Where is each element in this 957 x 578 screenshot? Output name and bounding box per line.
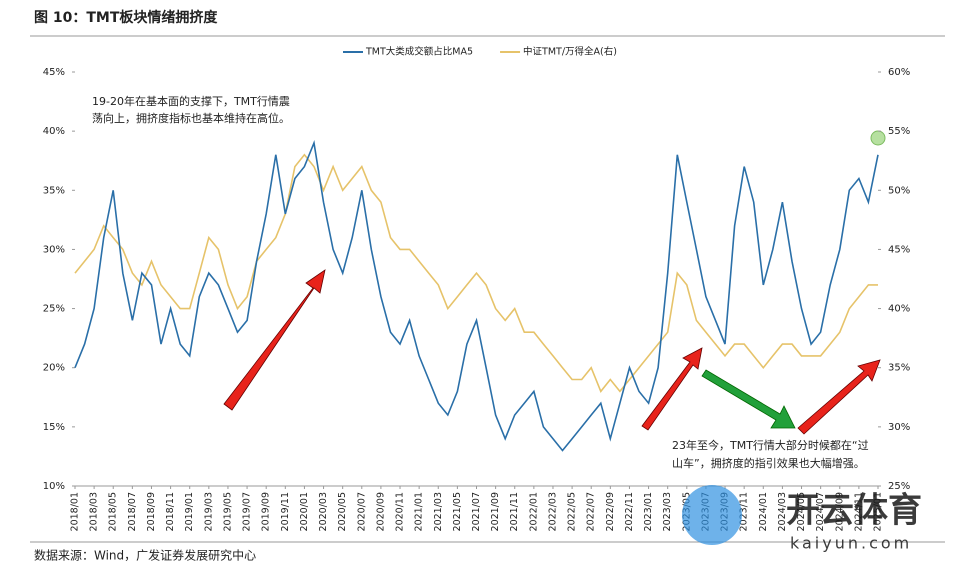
x-tick-label: 2018/07 — [127, 492, 138, 531]
y-tick-label: 35% — [43, 185, 65, 196]
chart-title: 图 10：TMT板块情绪拥挤度 — [34, 9, 218, 26]
y2-tick-label: 25% — [888, 481, 910, 492]
x-tick-label: 2018/01 — [70, 492, 81, 531]
x-tick-label: 2022/11 — [624, 492, 635, 531]
x-tick-label: 2022/03 — [547, 492, 558, 531]
watermark: 开云体育 — [786, 491, 922, 531]
x-tick-label: 2018/05 — [108, 492, 119, 531]
arrow — [701, 369, 796, 429]
y-tick-label: 10% — [43, 481, 65, 492]
x-tick-label: 2019/01 — [184, 492, 195, 531]
legend-label: TMT大类成交额占比MA5 — [365, 46, 473, 58]
y2-tick-label: 40% — [888, 304, 910, 315]
x-tick-label: 2020/07 — [356, 492, 367, 531]
x-tick-label: 2021/11 — [509, 492, 520, 531]
arrow — [223, 269, 326, 411]
x-tick-label: 2021/05 — [452, 492, 463, 531]
x-tick-label: 2023/01 — [643, 492, 654, 531]
x-tick-label: 2024/09 — [834, 492, 845, 531]
highlight — [870, 130, 886, 146]
y2-tick-label: 60% — [888, 67, 910, 78]
y-tick-label: 45% — [43, 67, 65, 78]
legend-label: 中证TMT/万得全A(右) — [523, 46, 617, 58]
arrows — [223, 269, 881, 435]
y2-tick-label: 30% — [888, 422, 910, 433]
x-tick-label: 2020/03 — [318, 492, 329, 531]
x-tick-label: 2024/01 — [758, 492, 769, 531]
x-tick-label: 2022/07 — [586, 492, 597, 531]
x-tick-label: 2021/07 — [471, 492, 482, 531]
x-tick-label: 2019/09 — [261, 492, 272, 531]
annotation: 19-20年在基本面的支撑下，TMT行情震 — [92, 94, 290, 108]
x-tick-label: 2018/09 — [146, 492, 157, 531]
x-tick-label: 2021/09 — [490, 492, 501, 531]
x-tick-label: 2024/07 — [815, 492, 826, 531]
y-tick-label: 20% — [43, 363, 65, 374]
x-tick-label: 2020/05 — [337, 492, 348, 531]
series-line — [74, 140, 879, 452]
x-tick-label: 2020/01 — [299, 492, 310, 531]
arrow — [641, 347, 703, 431]
x-tick-label: 2019/07 — [242, 492, 253, 531]
y-tick-label: 25% — [43, 304, 65, 315]
x-tick-label: 2025/01 — [873, 492, 884, 531]
x-tick-label: 2021/03 — [433, 492, 444, 531]
x-tick-label: 2024/03 — [777, 492, 788, 531]
annotation: 23年至今，TMT行情大部分时候都在“过 — [672, 438, 869, 452]
x-tick-label: 2023/03 — [662, 492, 673, 531]
y2-tick-label: 55% — [888, 126, 910, 137]
y-tick-label: 30% — [43, 244, 65, 255]
x-tick-label: 2018/03 — [89, 492, 100, 531]
x-tick-label: 2021/01 — [414, 492, 425, 531]
y2-tick-label: 50% — [888, 185, 910, 196]
y-tick-label: 15% — [43, 422, 65, 433]
watermark: kaiyun.com — [790, 534, 912, 553]
x-tick-label: 2022/05 — [567, 492, 578, 531]
source: 数据来源：Wind，广发证券发展研究中心 — [34, 548, 256, 563]
x-tick-label: 2020/09 — [375, 492, 386, 531]
x-tick-label: 2022/09 — [605, 492, 616, 531]
x-tick-label: 2020/11 — [395, 492, 406, 531]
x-tick-label: 2019/03 — [203, 492, 214, 531]
watermark-logo — [682, 485, 742, 545]
x-tick-label: 2022/01 — [528, 492, 539, 531]
x-tick-label: 2019/11 — [280, 492, 291, 531]
y2-tick-label: 45% — [888, 244, 910, 255]
series-line — [74, 153, 878, 393]
x-tick-label: 2024/11 — [853, 492, 864, 531]
x-tick-label: 2023/11 — [739, 492, 750, 531]
arrow — [797, 359, 881, 435]
annotation: 山车”，拥挤度的指引效果也大幅增强。 — [672, 456, 865, 470]
x-tick-label: 2018/11 — [165, 492, 176, 531]
y2-tick-label: 35% — [888, 363, 910, 374]
x-tick-label: 2019/05 — [222, 492, 233, 531]
x-tick-label: 2024/05 — [796, 492, 807, 531]
y-tick-label: 40% — [43, 126, 65, 137]
annotation: 荡向上，拥挤度指标也基本维持在高位。 — [92, 111, 290, 125]
